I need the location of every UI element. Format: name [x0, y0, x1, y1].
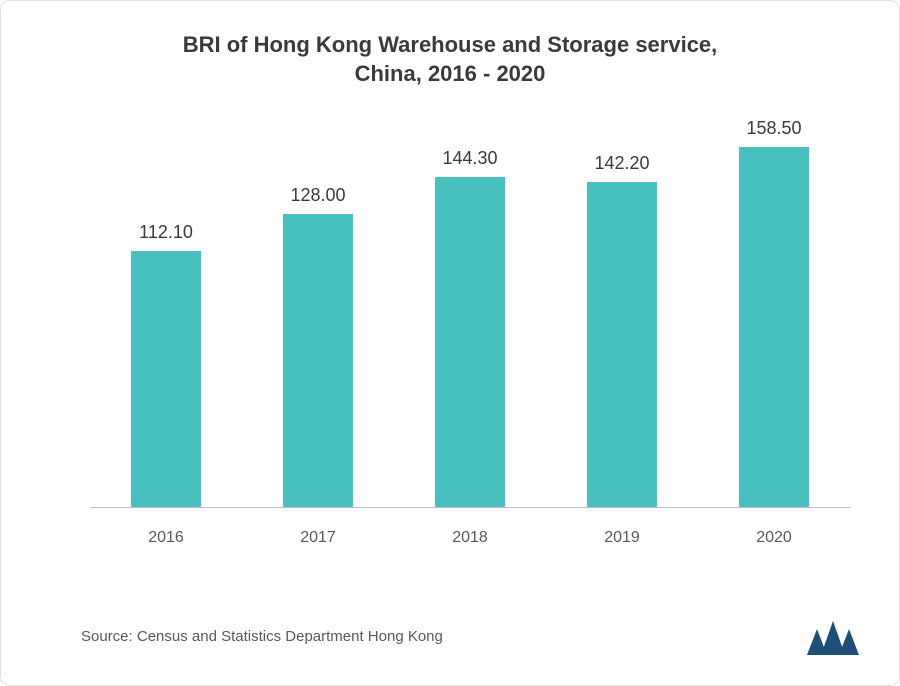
- bar-slot: 128.00: [242, 118, 394, 507]
- bar-slot: 158.50: [698, 118, 850, 507]
- x-tick-label: 2019: [546, 529, 698, 547]
- bar-value-label: 112.10: [139, 222, 193, 243]
- bar-slot: 144.30: [394, 118, 546, 507]
- bar: [283, 214, 353, 507]
- title-line-2: China, 2016 - 2020: [355, 61, 546, 86]
- source-attribution: Source: Census and Statistics Department…: [81, 628, 443, 645]
- x-axis: 20162017201820192020: [90, 518, 850, 558]
- chart-title: BRI of Hong Kong Warehouse and Storage s…: [90, 31, 810, 88]
- bar-value-label: 142.20: [594, 153, 649, 174]
- x-tick-label: 2016: [90, 529, 242, 547]
- x-tick-label: 2017: [242, 529, 394, 547]
- bar-value-label: 158.50: [746, 118, 801, 139]
- bar-slot: 112.10: [90, 118, 242, 507]
- chart-card: BRI of Hong Kong Warehouse and Storage s…: [0, 0, 900, 686]
- bar: [739, 147, 809, 507]
- title-line-1: BRI of Hong Kong Warehouse and Storage s…: [183, 32, 718, 57]
- x-tick-label: 2018: [394, 529, 546, 547]
- brand-logo-icon: [807, 619, 859, 655]
- x-tick-label: 2020: [698, 529, 850, 547]
- bar: [435, 177, 505, 507]
- bar: [587, 182, 657, 507]
- bar-value-label: 144.30: [442, 148, 497, 169]
- plot-region: 112.10 128.00 144.30 142.20 158.50: [90, 118, 850, 508]
- bar: [131, 251, 201, 508]
- chart-area: 112.10128.00144.30142.20158.50 201620172…: [50, 118, 850, 558]
- bar-value-label: 128.00: [290, 185, 345, 206]
- bar-slot: 142.20: [546, 118, 698, 507]
